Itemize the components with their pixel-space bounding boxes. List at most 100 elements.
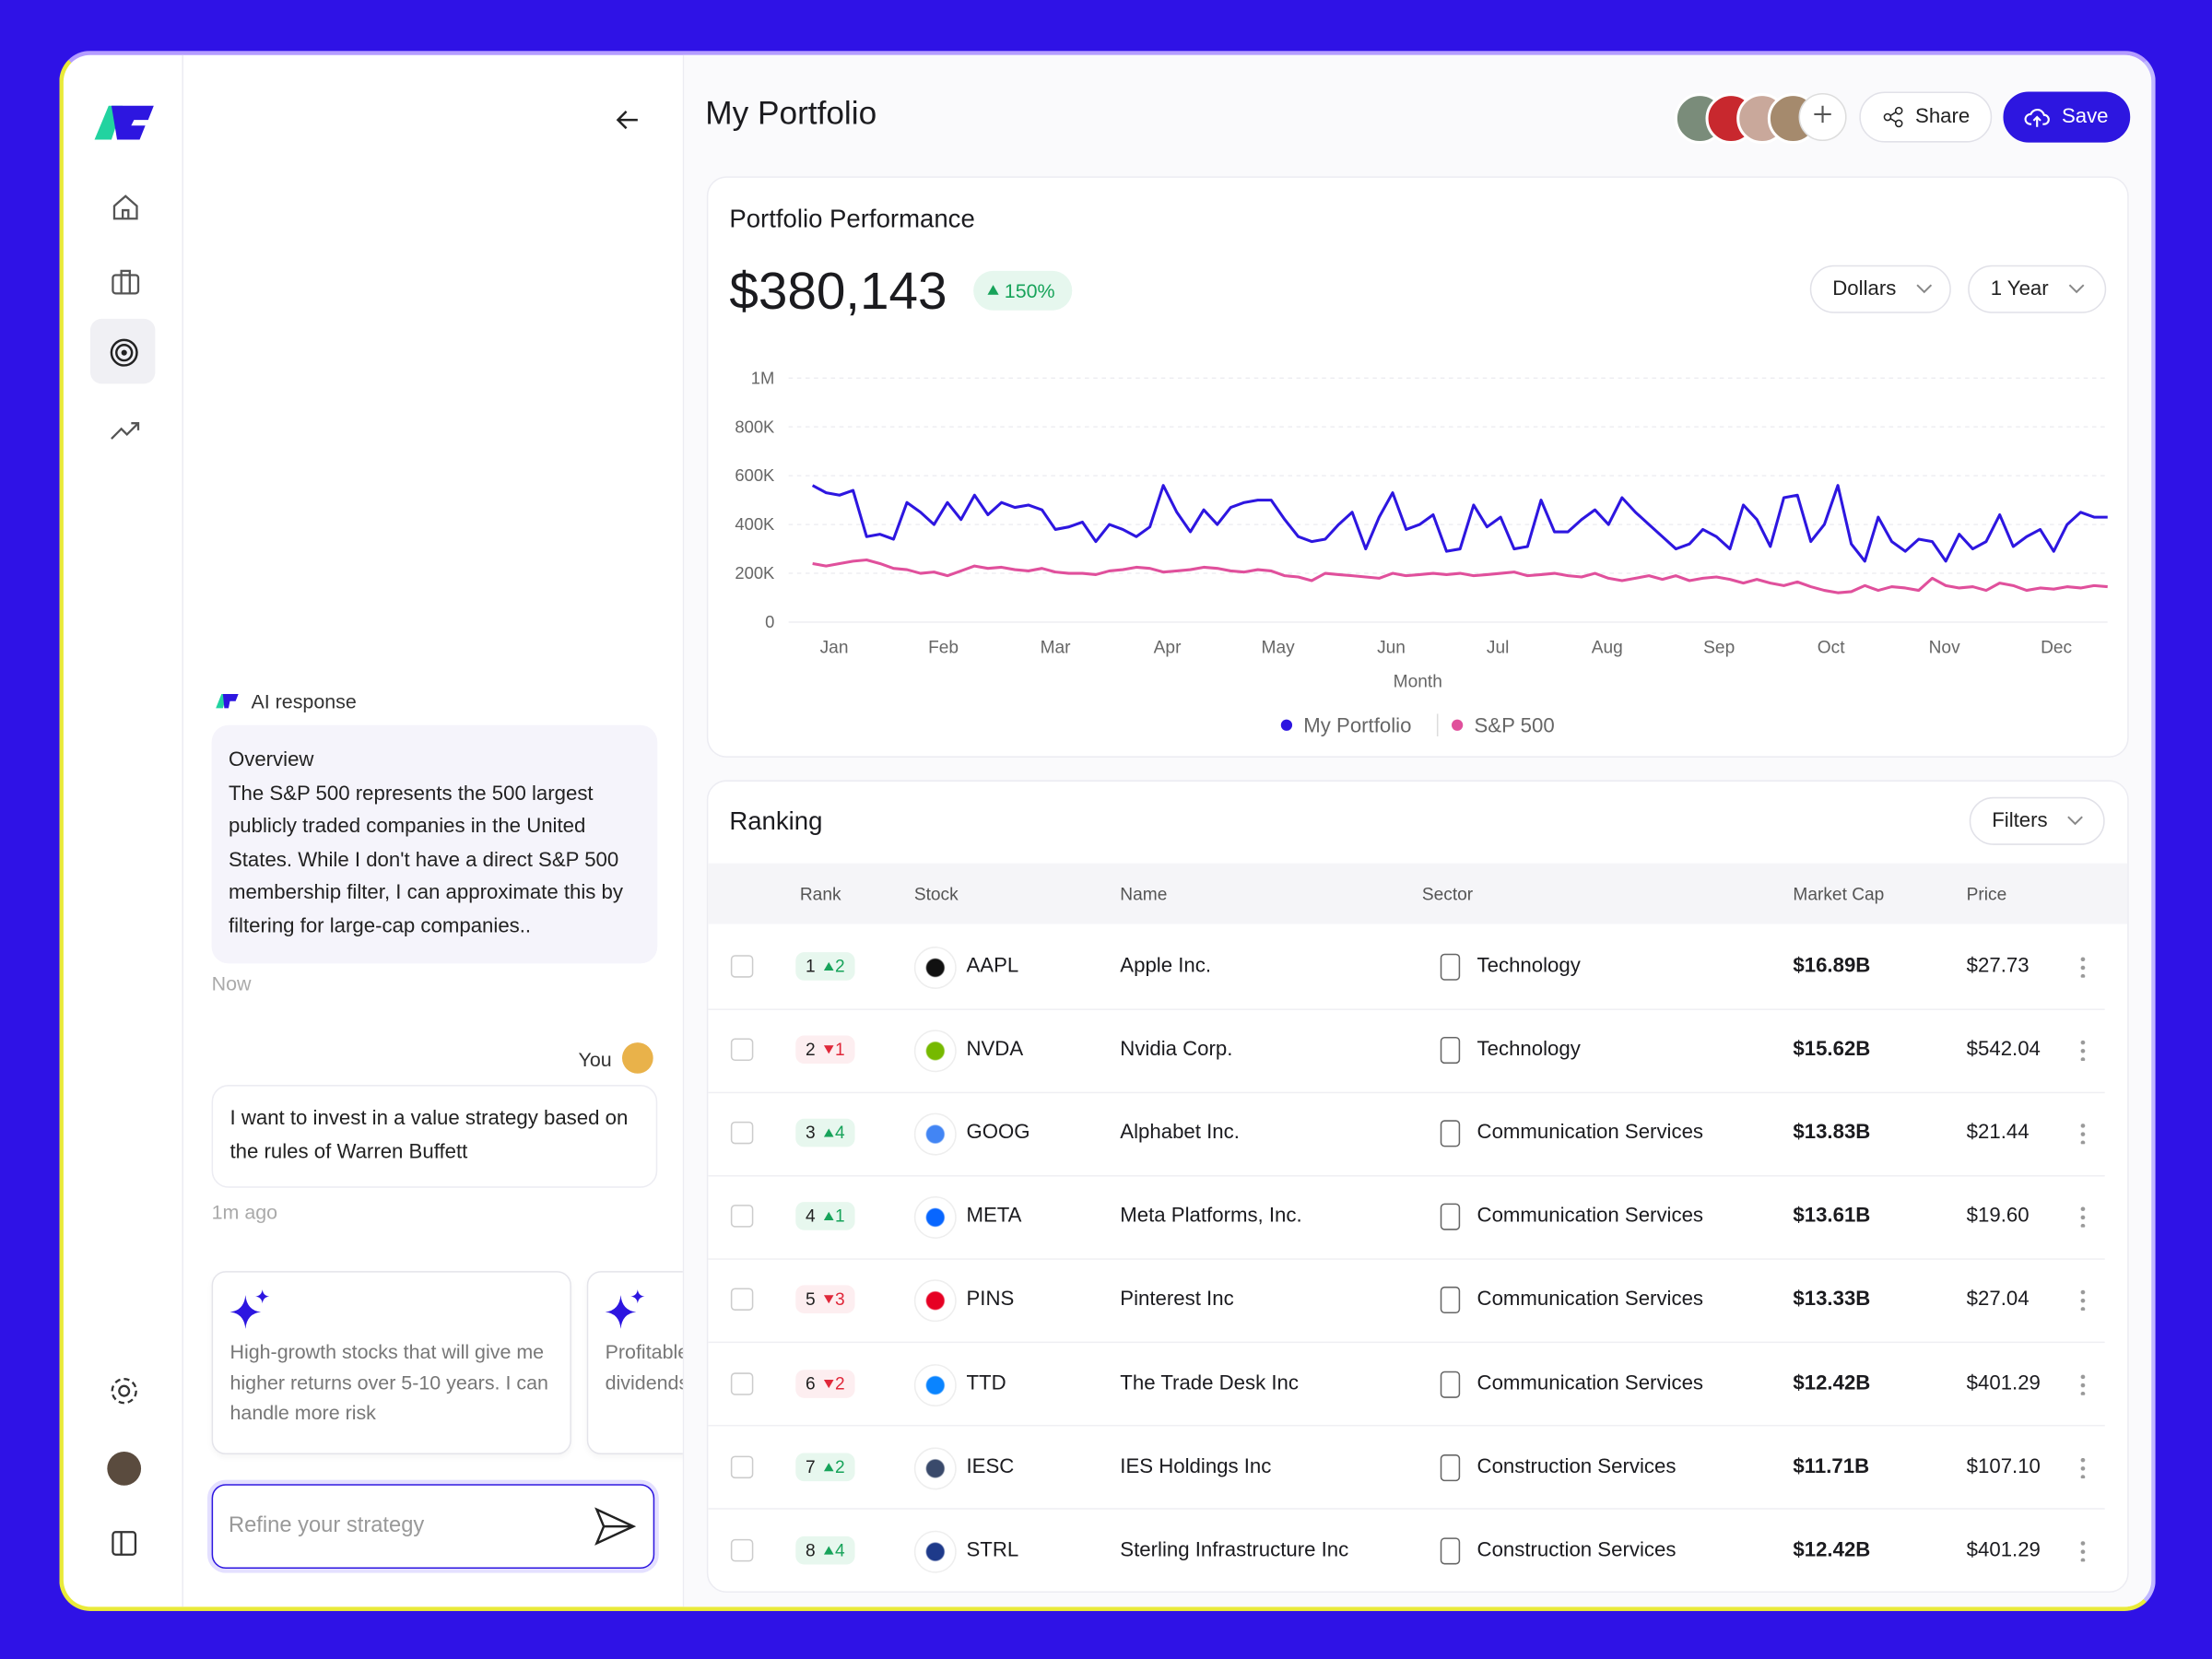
performance-card: Portfolio Performance $380,143 150% Doll… bbox=[706, 176, 2129, 758]
rank-change: 2 bbox=[823, 1457, 845, 1477]
rank: 6 bbox=[805, 1373, 816, 1394]
ticker: IESC bbox=[966, 1454, 1015, 1478]
y-tick-label: 200K bbox=[735, 563, 775, 582]
panel-icon[interactable] bbox=[110, 1529, 138, 1558]
suggestion-card[interactable]: High-growth stocks that will give me hig… bbox=[211, 1271, 571, 1455]
rank: 5 bbox=[805, 1289, 816, 1311]
user-label: You bbox=[578, 1048, 612, 1071]
sector-icon bbox=[1440, 1453, 1461, 1481]
user-avatar[interactable] bbox=[107, 1451, 142, 1486]
sector: Communication Services bbox=[1477, 1122, 1704, 1145]
sector: Communication Services bbox=[1477, 1371, 1704, 1395]
company-name: Nvidia Corp. bbox=[1120, 1038, 1233, 1062]
row-menu[interactable] bbox=[2080, 1288, 2086, 1312]
rank-change: 3 bbox=[823, 1290, 845, 1310]
checkbox[interactable] bbox=[730, 1538, 754, 1561]
row-menu[interactable] bbox=[2080, 1122, 2086, 1145]
stock-logo bbox=[913, 1030, 957, 1073]
user-avatar bbox=[621, 1042, 653, 1074]
column-header: Sector bbox=[1421, 884, 1474, 905]
market-cap: $13.83B bbox=[1793, 1122, 1871, 1145]
filters-button[interactable]: Filters bbox=[1969, 796, 2105, 845]
row-menu[interactable] bbox=[2080, 1205, 2086, 1229]
sector-icon bbox=[1440, 1536, 1461, 1564]
sector: Technology bbox=[1477, 1038, 1581, 1062]
user-bubble: I want to invest in a value strategy bas… bbox=[211, 1085, 658, 1188]
strategy-input[interactable]: Refine your strategy bbox=[211, 1484, 655, 1570]
ticker: PINS bbox=[966, 1288, 1015, 1312]
chat-panel: AI response Overview The S&P 500 represen… bbox=[183, 54, 685, 1607]
stock-logo bbox=[913, 1530, 957, 1573]
x-axis-label: Month bbox=[1394, 672, 1442, 691]
checkbox[interactable] bbox=[730, 1454, 754, 1478]
y-tick-label: 800K bbox=[735, 417, 775, 436]
stock-logo bbox=[913, 1446, 957, 1489]
home-icon[interactable] bbox=[110, 192, 141, 223]
market-cap: $11.71B bbox=[1793, 1454, 1870, 1478]
market-cap: $15.62B bbox=[1793, 1038, 1871, 1062]
sector: Construction Services bbox=[1477, 1454, 1677, 1478]
stock-logo bbox=[913, 1112, 957, 1156]
portfolio-total: $380,143 bbox=[729, 262, 947, 321]
sector-icon bbox=[1440, 1120, 1461, 1147]
row-menu[interactable] bbox=[2080, 1538, 2086, 1561]
checkbox[interactable] bbox=[730, 1038, 754, 1062]
change-value: 150% bbox=[1004, 279, 1055, 302]
x-tick-label: May bbox=[1262, 639, 1296, 658]
suggestion-text: Profitable companies with consistent div… bbox=[605, 1340, 685, 1394]
page-title: My Portfolio bbox=[705, 94, 877, 132]
table-header bbox=[708, 863, 2128, 924]
checkbox[interactable] bbox=[730, 1205, 754, 1229]
row-menu[interactable] bbox=[2080, 1371, 2086, 1395]
target-icon[interactable] bbox=[109, 337, 140, 369]
market-cap: $16.89B bbox=[1793, 955, 1871, 978]
x-tick-label: Jun bbox=[1377, 639, 1406, 658]
sector: Technology bbox=[1477, 955, 1581, 978]
price: $401.29 bbox=[1966, 1371, 2041, 1395]
suggestion-card[interactable]: Profitable companies with consistent div… bbox=[586, 1271, 685, 1455]
share-label: Share bbox=[1915, 105, 1971, 129]
app-window: AI response Overview The S&P 500 represen… bbox=[59, 51, 2156, 1611]
row-menu[interactable] bbox=[2080, 955, 2086, 978]
checkbox[interactable] bbox=[730, 955, 754, 978]
x-tick-label: Aug bbox=[1592, 639, 1623, 658]
portfolio-icon[interactable] bbox=[110, 266, 141, 298]
stock-logo bbox=[913, 947, 957, 989]
send-button[interactable] bbox=[594, 1505, 637, 1547]
row-menu[interactable] bbox=[2080, 1454, 2086, 1478]
x-tick-label: Mar bbox=[1041, 639, 1072, 658]
row-menu[interactable] bbox=[2080, 1038, 2086, 1062]
company-name: Pinterest Inc bbox=[1120, 1288, 1234, 1312]
ai-title: Overview bbox=[228, 748, 314, 772]
trend-icon[interactable] bbox=[109, 415, 143, 446]
ticker: TTD bbox=[966, 1371, 1006, 1395]
rank: 8 bbox=[805, 1539, 816, 1560]
change-value: 1 bbox=[835, 1206, 845, 1227]
nav-rail bbox=[64, 54, 183, 1607]
y-tick-label: 0 bbox=[765, 612, 774, 631]
range-select[interactable]: 1 Year bbox=[1968, 265, 2107, 313]
user-time: 1m ago bbox=[211, 1200, 278, 1224]
series-line bbox=[811, 484, 2108, 563]
checkbox[interactable] bbox=[730, 1122, 754, 1145]
sector-icon bbox=[1440, 1287, 1461, 1314]
x-tick-label: Sep bbox=[1703, 639, 1735, 658]
share-button[interactable]: Share bbox=[1859, 91, 1993, 143]
ai-text: The S&P 500 represents the 500 largest p… bbox=[228, 782, 624, 938]
card-title: Portfolio Performance bbox=[729, 204, 975, 233]
save-button[interactable]: Save bbox=[2003, 91, 2131, 143]
add-collaborator[interactable] bbox=[1798, 93, 1847, 142]
series-line bbox=[812, 558, 2108, 594]
back-button[interactable] bbox=[614, 106, 642, 135]
column-header: Rank bbox=[799, 884, 841, 905]
checkbox[interactable] bbox=[730, 1288, 754, 1312]
checkbox[interactable] bbox=[730, 1371, 754, 1395]
settings-icon[interactable] bbox=[109, 1375, 140, 1406]
ticker: NVDA bbox=[966, 1038, 1024, 1062]
sector-icon bbox=[1440, 953, 1461, 981]
ticker: META bbox=[966, 1205, 1022, 1229]
unit-select[interactable]: Dollars bbox=[1809, 265, 1951, 313]
